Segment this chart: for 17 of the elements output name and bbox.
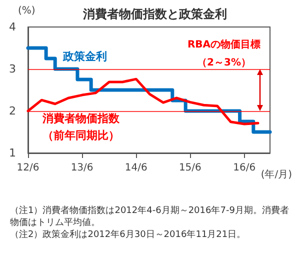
y-tick-label: 2 <box>9 104 16 118</box>
y-tick-label: 3 <box>9 62 16 76</box>
x-tick-label: 14/6 <box>124 162 148 174</box>
text: （注1）消費者物価指数は2012年4-6月期～2016年7-9月期。消費者物価はトリム平均値。 <box>10 205 289 228</box>
y-tick-label: 1 <box>9 146 16 160</box>
x-tick-label: 13/6 <box>70 162 94 174</box>
x-axis-title: (年/月) <box>260 168 292 180</box>
x-tick-label: 12/6 <box>16 162 40 174</box>
series-label: 政策金利 <box>62 50 108 63</box>
x-tick-label: 15/6 <box>178 162 202 174</box>
annotation: RBAの物価目標（2～3%） <box>187 38 261 68</box>
series-label: 消費者物価指数（前年同期比） <box>42 112 121 142</box>
x-tick-label: 16/6 <box>233 162 256 174</box>
chart-title: 消費者物価指数と政策金利 <box>82 7 227 21</box>
text: （注2）政策金利は2012年6月30日～2016年11月21日。 <box>10 229 246 240</box>
y-axis-title: (%) <box>18 6 36 16</box>
y-tick-label: 4 <box>9 20 16 34</box>
